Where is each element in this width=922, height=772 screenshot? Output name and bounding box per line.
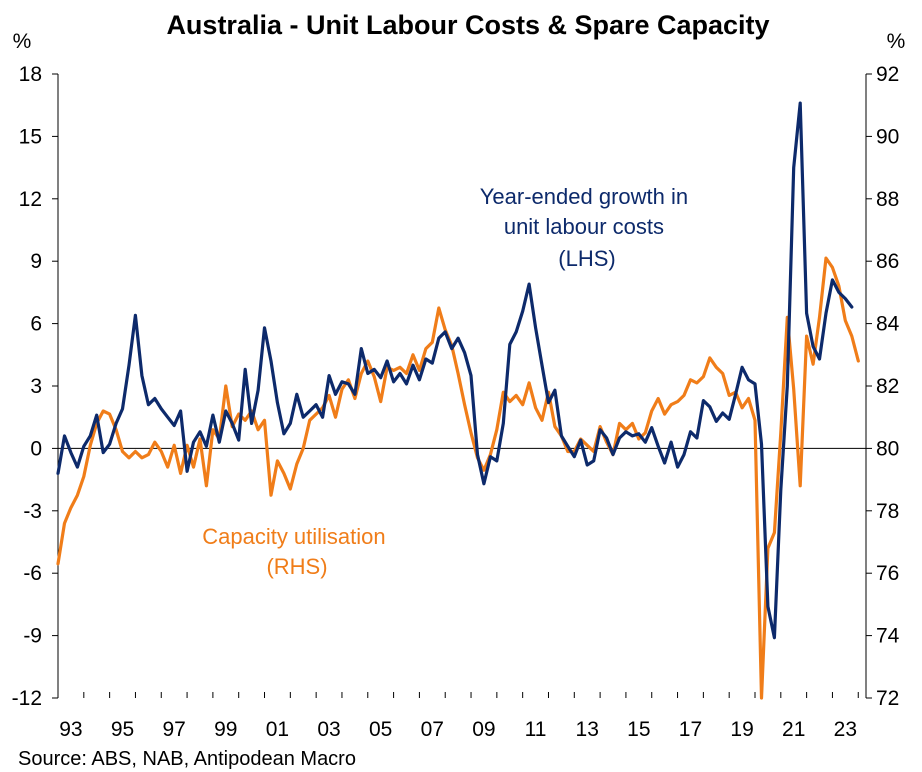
right-tick-label: 90 [876, 125, 899, 148]
left-tick-label: -12 [12, 687, 42, 710]
right-tick-label: 86 [876, 250, 899, 273]
x-tick-label: 97 [162, 718, 185, 741]
left-tick-label: -9 [23, 625, 42, 648]
left-tick-label: -3 [23, 500, 42, 523]
right-tick-label: 82 [876, 375, 899, 398]
x-tick-label: 09 [472, 718, 495, 741]
ulc-annotation-line-1: Year-ended growth in [480, 184, 688, 209]
left-axis-ticks: -12 -9 -6 -3 0 3 6 9 12 15 18 [12, 63, 58, 710]
x-tick-label: 15 [627, 718, 650, 741]
right-tick-label: 84 [876, 313, 900, 336]
right-tick-label: 80 [876, 437, 899, 460]
right-tick-label: 88 [876, 188, 899, 211]
x-tick-label: 21 [782, 718, 805, 741]
right-tick-label: 78 [876, 500, 899, 523]
x-tick-label: 07 [421, 718, 444, 741]
x-tick-label: 93 [59, 718, 82, 741]
ulc-annotation: Year-ended growth in unit labour costs (… [480, 184, 694, 271]
right-tick-label: 76 [876, 562, 899, 585]
x-tick-label: 95 [111, 718, 134, 741]
ulc-annotation-line-3: (LHS) [558, 246, 615, 271]
capacity-annotation: Capacity utilisation (RHS) [202, 524, 392, 579]
left-axis-unit: % [13, 30, 32, 53]
left-tick-label: 9 [30, 250, 42, 273]
capacity-annotation-line-1: Capacity utilisation [202, 524, 385, 549]
left-tick-label: -6 [23, 562, 42, 585]
x-tick-label: 99 [214, 718, 237, 741]
chart-title: Australia - Unit Labour Costs & Spare Ca… [166, 10, 769, 40]
right-tick-label: 74 [876, 625, 900, 648]
source-note: Source: ABS, NAB, Antipodean Macro [18, 748, 356, 770]
right-axis-unit: % [887, 30, 906, 53]
left-tick-label: 18 [19, 63, 42, 86]
x-axis-ticks: 93 95 97 99 01 03 05 07 09 11 13 15 17 19 21 23 [57, 692, 859, 741]
x-tick-label: 01 [266, 718, 289, 741]
left-tick-label: 3 [30, 375, 42, 398]
x-tick-label: 19 [730, 718, 753, 741]
ulc-annotation-line-2: unit labour costs [504, 214, 664, 239]
x-tick-label: 05 [369, 718, 392, 741]
left-tick-label: 6 [30, 313, 42, 336]
series-lines [56, 101, 860, 700]
capacity-series-line [56, 256, 860, 700]
left-tick-label: 0 [30, 437, 42, 460]
left-tick-label: 15 [19, 125, 42, 148]
x-tick-label: 11 [525, 718, 547, 741]
left-tick-label: 12 [19, 188, 42, 211]
capacity-annotation-line-2: (RHS) [266, 554, 327, 579]
x-tick-label: 17 [679, 718, 702, 741]
right-tick-label: 72 [876, 687, 899, 710]
x-tick-label: 03 [317, 718, 340, 741]
ulc-series-line [56, 101, 854, 640]
right-tick-label: 92 [876, 63, 899, 86]
right-axis-ticks: 72 74 76 78 80 82 84 86 88 90 92 [866, 63, 900, 710]
x-tick-label: 23 [834, 718, 857, 741]
x-tick-label: 13 [576, 718, 599, 741]
